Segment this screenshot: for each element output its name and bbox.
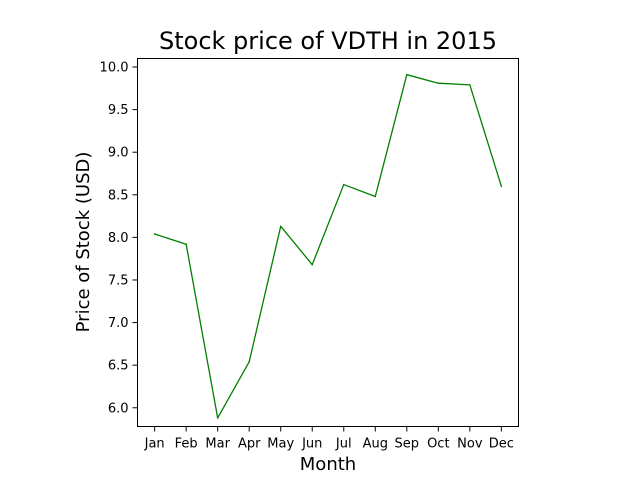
y-tick-label: 7.0	[108, 316, 129, 331]
x-tick-label: Jun	[301, 437, 322, 452]
y-tick-label: 8.0	[108, 231, 129, 246]
y-tick-label: 10.0	[100, 61, 129, 76]
data-point	[437, 82, 440, 85]
x-tick-label: Oct	[427, 437, 449, 452]
x-tick-label: Nov	[457, 437, 483, 452]
series-layer	[153, 73, 503, 419]
y-axis: 6.0 6.5 7.0 7.5 8.0 8.5 9.0 9.5 10.0	[100, 61, 138, 416]
x-tick-label: Apr	[238, 437, 261, 452]
x-tick-label: Dec	[489, 437, 514, 452]
x-tick-label: Mar	[205, 437, 230, 452]
data-point	[153, 233, 156, 235]
plot-area	[137, 58, 519, 427]
x-axis-label: Month	[300, 454, 356, 475]
x-tick-label: May	[267, 437, 294, 452]
data-point	[342, 183, 345, 186]
x-tick-label: Aug	[363, 437, 388, 452]
data-point	[216, 417, 219, 419]
x-tick-label: Sep	[395, 437, 420, 452]
x-tick-label: Feb	[175, 437, 198, 452]
x-tick-label: Jan	[144, 437, 165, 452]
y-tick-label: 8.5	[108, 188, 129, 203]
x-axis: Jan Feb Mar Apr May Jun Jul Aug Sep Oct Nov Dec	[144, 426, 514, 452]
data-point	[311, 263, 314, 266]
data-point	[405, 73, 408, 76]
y-tick-label: 9.0	[108, 146, 129, 161]
chart-title: Stock price of VDTH in 2015	[159, 27, 497, 55]
data-point	[279, 225, 282, 228]
x-tick-label: Jul	[335, 437, 352, 452]
data-point	[185, 243, 187, 246]
data-point	[469, 84, 471, 86]
y-axis-label: Price of Stock (USD)	[73, 152, 94, 333]
y-tick-label: 7.5	[108, 273, 129, 288]
data-point	[374, 195, 377, 198]
data-point	[500, 185, 503, 188]
y-tick-label: 6.5	[108, 359, 129, 374]
y-tick-label: 9.5	[108, 103, 129, 118]
series-line	[154, 74, 502, 419]
data-point	[248, 360, 251, 363]
y-tick-label: 6.0	[108, 401, 129, 416]
